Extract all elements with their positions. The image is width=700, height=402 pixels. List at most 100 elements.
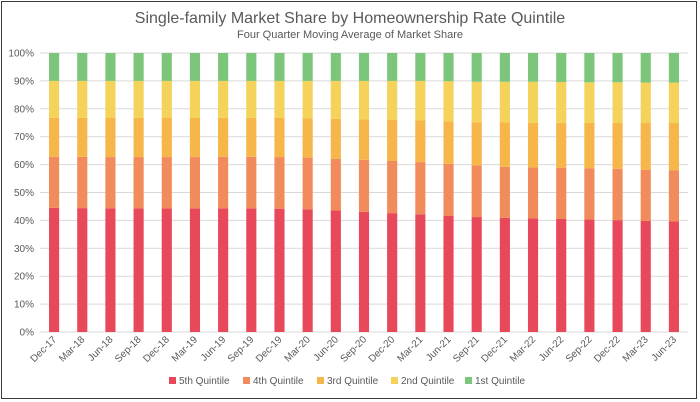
bar-segment	[471, 122, 482, 166]
bar-segment	[105, 53, 116, 81]
legend-swatch	[243, 377, 250, 384]
bar-segment	[161, 208, 172, 332]
bar-segment	[358, 211, 370, 332]
bar-segment	[274, 80, 285, 119]
legend: 5th Quintile 4th Quintile 3rd Quintile 2nd …	[169, 376, 525, 387]
bar-segment	[330, 158, 341, 211]
bar-segment	[556, 82, 567, 123]
bar-segment	[499, 122, 510, 167]
bar-segment	[415, 53, 426, 81]
bar-segment	[584, 122, 595, 169]
legend-label: 4th Quintile	[253, 376, 304, 387]
bar-segment	[161, 80, 172, 119]
bar-segment	[49, 80, 60, 118]
bar-segment	[302, 80, 313, 119]
y-tick-label: 0%	[20, 328, 35, 339]
bar-segment	[358, 119, 370, 160]
x-tick-label: Dec-17	[29, 334, 60, 365]
bar-segment	[640, 53, 651, 83]
bar-segment	[499, 81, 510, 123]
bar-segment	[443, 81, 454, 122]
bar-segment	[302, 118, 313, 158]
x-tick-label: Sep-19	[226, 334, 257, 365]
y-tick-label: 50%	[14, 188, 34, 199]
bar-segment	[640, 169, 651, 221]
bar-segment	[358, 53, 370, 81]
x-tick-label: Sep-21	[451, 334, 482, 365]
bar-segment	[556, 53, 567, 83]
x-tick-label: Jun-23	[650, 334, 680, 364]
bar-segment	[499, 53, 510, 82]
bar-segment	[668, 170, 679, 222]
bar-segment	[584, 82, 595, 123]
bar-segment	[133, 80, 144, 119]
bar-segment	[640, 123, 651, 170]
bar-segment	[218, 53, 229, 81]
bar-segment	[133, 53, 144, 81]
bar-segment	[133, 208, 144, 332]
x-tick-label: Dec-20	[367, 334, 398, 365]
legend-swatch	[465, 377, 472, 384]
bar-segment	[77, 53, 88, 81]
bar-segment	[584, 53, 595, 83]
bar-segment	[218, 156, 229, 209]
bar-segment	[274, 53, 285, 81]
bar-segment	[556, 122, 567, 168]
x-tick-label: Dec-21	[479, 334, 510, 365]
bar-segment	[105, 118, 116, 158]
bar-segment	[302, 53, 313, 81]
bar-segment	[471, 217, 482, 332]
bar-segment	[274, 157, 285, 209]
bar-segment	[133, 157, 144, 209]
bar-segment	[668, 123, 679, 171]
y-tick-label: 20%	[14, 272, 34, 283]
bar-segment	[668, 53, 679, 83]
x-tick-label: Jun-19	[199, 334, 229, 364]
bar-segment	[471, 165, 482, 218]
y-tick-label: 90%	[14, 76, 34, 87]
bar-segment	[189, 80, 201, 119]
bar-segment	[527, 167, 539, 219]
bar-segment	[274, 118, 285, 158]
bar-segment	[556, 167, 567, 220]
x-tick-label: Sep-22	[564, 334, 595, 365]
y-tick-label: 40%	[14, 216, 34, 227]
bar-segment	[161, 157, 172, 209]
legend-swatch	[169, 377, 176, 384]
bar-segment	[668, 82, 679, 124]
bar-segment	[640, 220, 651, 332]
bar-segment	[443, 121, 454, 164]
bar-segment	[77, 80, 88, 118]
legend-label: 5th Quintile	[179, 376, 230, 387]
bar-segment	[387, 53, 398, 81]
chart-title: Single-family Market Share by Homeowners…	[135, 10, 566, 27]
bar-segment	[246, 53, 257, 81]
bar-segment	[527, 122, 539, 168]
bars	[49, 53, 679, 332]
bar-segment	[640, 82, 651, 124]
bar-segment	[49, 207, 60, 332]
bar-segment	[302, 209, 313, 332]
bar-segment	[246, 117, 257, 157]
bar-segment	[499, 217, 510, 332]
bar-segment	[330, 210, 341, 332]
bar-segment	[246, 208, 257, 332]
legend-label: 1st Quintile	[475, 376, 525, 387]
x-tick-label: Jun-20	[312, 334, 342, 364]
bar-segment	[189, 157, 201, 209]
legend-swatch	[391, 377, 398, 384]
bar-segment	[49, 53, 60, 81]
bar-segment	[387, 213, 398, 332]
bar-segment	[612, 220, 623, 332]
bar-segment	[527, 53, 539, 82]
y-axis-ticks: 0% 10% 20% 30% 40% 50% 60% 70% 80% 90% 100%	[8, 49, 34, 339]
bar-segment	[527, 81, 539, 123]
bar-segment	[218, 80, 229, 118]
bar-segment	[415, 80, 426, 121]
legend-label: 3rd Quintile	[327, 376, 379, 387]
bar-segment	[415, 162, 426, 215]
bar-segment	[330, 80, 341, 119]
y-tick-label: 30%	[14, 244, 34, 255]
